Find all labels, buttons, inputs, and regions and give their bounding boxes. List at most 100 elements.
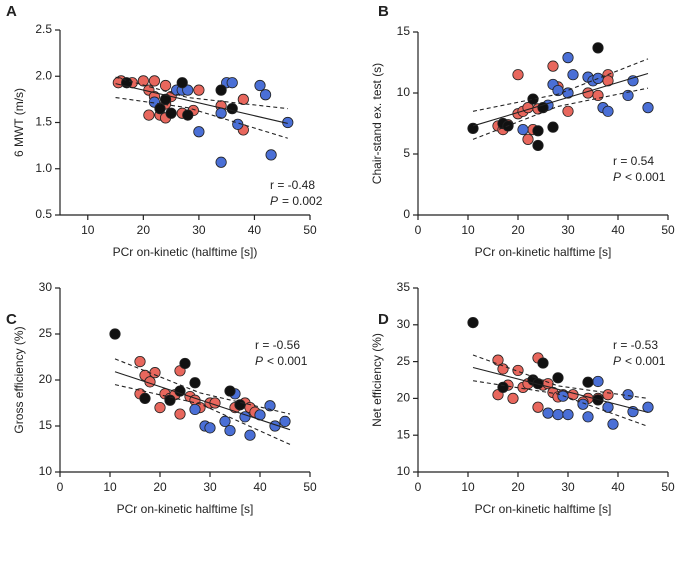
data-point — [189, 403, 201, 416]
data-point — [547, 60, 559, 72]
x-tick-label: 10 — [461, 480, 475, 494]
data-point — [189, 377, 201, 389]
confidence-band — [114, 358, 291, 415]
data-point — [149, 367, 161, 379]
data-point — [179, 357, 191, 370]
x-tick-label: 20 — [137, 223, 151, 237]
data-point — [532, 401, 544, 413]
x-tick-label: 20 — [153, 480, 167, 494]
panel-label: D — [378, 311, 389, 328]
confidence-band — [115, 96, 288, 139]
x-tick-label: 50 — [303, 223, 317, 237]
x-tick-label: 30 — [561, 223, 575, 237]
data-point — [154, 401, 166, 414]
data-point — [522, 133, 534, 145]
confidence-band — [472, 87, 649, 140]
x-tick-label: 0 — [57, 480, 64, 494]
data-point — [512, 364, 524, 377]
data-point — [279, 415, 291, 427]
panel-label: A — [6, 3, 17, 20]
regression-line — [115, 83, 288, 124]
x-axis-title: PCr on-kinetic (halftime [s]) — [113, 245, 258, 259]
p-symbol: P — [613, 354, 621, 368]
x-tick-label: 0 — [415, 223, 422, 237]
data-point — [137, 75, 149, 87]
data-point — [527, 93, 539, 105]
data-point — [582, 376, 594, 388]
y-tick-label: 25 — [39, 326, 53, 340]
data-point — [154, 103, 166, 115]
x-tick-label: 50 — [661, 223, 675, 237]
data-point — [254, 79, 266, 92]
confidence-band — [114, 384, 291, 445]
p-value: P < 0.001 — [255, 354, 308, 368]
x-axis-title: PCr on-kinetic halftime [s] — [475, 502, 612, 516]
x-tick-label: 30 — [561, 480, 575, 494]
y-axis-title: Chair-stand ex. test (s) — [370, 63, 384, 184]
data-point — [592, 375, 604, 388]
regression-line — [472, 366, 649, 413]
data-point — [547, 121, 559, 133]
data-point — [537, 102, 549, 114]
y-tick-label: 30 — [39, 280, 53, 294]
confidence-band — [115, 76, 288, 110]
x-tick-label: 40 — [611, 223, 625, 237]
data-point — [224, 385, 236, 397]
data-point — [567, 69, 579, 81]
y-tick-label: 10 — [397, 85, 411, 99]
x-tick-label: 10 — [461, 223, 475, 237]
confidence-band — [472, 58, 649, 112]
y-tick-label: 5 — [403, 146, 410, 160]
data-point — [622, 89, 634, 102]
data-point — [143, 109, 155, 121]
data-point — [237, 93, 249, 105]
data-point — [532, 125, 544, 137]
data-point — [182, 109, 194, 121]
y-tick-label: 2.0 — [35, 68, 52, 82]
r-value: r = -0.53 — [613, 338, 658, 352]
data-point — [542, 407, 554, 419]
data-point — [562, 52, 574, 64]
p-text: < 0.001 — [625, 354, 666, 368]
data-point — [176, 77, 188, 89]
x-tick-label: 40 — [248, 223, 262, 237]
data-point — [517, 124, 529, 136]
data-point — [467, 316, 479, 329]
y-axis-title: Gross efficiency (%) — [12, 326, 26, 433]
data-point — [265, 149, 277, 161]
data-point — [159, 79, 172, 92]
x-tick-label: 40 — [611, 480, 625, 494]
x-tick-label: 0 — [415, 480, 422, 494]
data-point — [215, 84, 227, 96]
data-point — [582, 411, 594, 423]
data-point — [215, 107, 227, 119]
data-point — [148, 75, 161, 87]
data-point — [562, 408, 574, 421]
data-point — [497, 381, 509, 393]
x-axis-title: PCr on-kinetic halftime [s] — [117, 502, 254, 516]
y-tick-label: 35 — [397, 280, 411, 294]
data-point — [507, 392, 519, 404]
panel-label: C — [6, 311, 17, 328]
x-tick-label: 50 — [661, 480, 675, 494]
y-tick-label: 2.5 — [35, 22, 52, 36]
data-point — [552, 408, 564, 421]
y-tick-label: 30 — [397, 317, 411, 331]
data-point — [532, 139, 544, 152]
x-tick-label: 40 — [253, 480, 267, 494]
y-tick-label: 1.5 — [35, 115, 52, 129]
data-point — [215, 156, 227, 168]
r-value: r = -0.56 — [255, 338, 300, 352]
x-tick-label: 10 — [81, 223, 95, 237]
data-point — [642, 102, 654, 114]
data-point — [219, 415, 231, 427]
confidence-band — [472, 380, 649, 427]
data-point — [226, 103, 238, 115]
data-point — [193, 126, 205, 138]
p-symbol: P — [255, 354, 263, 368]
data-point — [577, 398, 589, 410]
p-text: < 0.001 — [625, 170, 666, 184]
panel-label: B — [378, 3, 389, 20]
p-value: P < 0.001 — [613, 354, 666, 368]
data-point — [642, 401, 654, 413]
